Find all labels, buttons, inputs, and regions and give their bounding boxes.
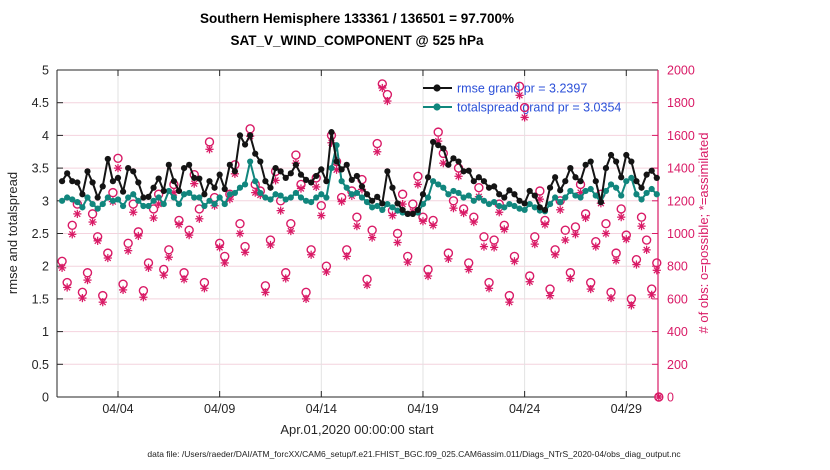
y-right-tick-label: 1800 (667, 96, 695, 110)
y-right-tick-label: 1600 (667, 129, 695, 143)
legend-rmse-marker-icon (433, 84, 441, 92)
y-left-tick-label: 1.5 (32, 292, 49, 306)
x-tick-label: 04/09 (204, 402, 235, 416)
y-left-tick-label: 3.5 (32, 162, 49, 176)
y-left-tick-label: 0 (42, 391, 49, 405)
x-tick-label: 04/24 (509, 402, 540, 416)
y-right-tick-label: 600 (667, 292, 688, 306)
y-right-tick-label: 1400 (667, 162, 695, 176)
obs-scatter-layer (57, 79, 664, 402)
y-left-tick-label: 2 (42, 260, 49, 274)
legend: rmse grand pr = 3.2397 totalspread grand… (423, 82, 621, 115)
legend-spread-marker-icon (433, 103, 441, 111)
rmse-series (58, 129, 660, 217)
y-right-tick-label: 0 (667, 391, 674, 405)
grid-lines (57, 70, 658, 397)
y-right-tick-label: 1200 (667, 194, 695, 208)
totalspread-series (58, 142, 660, 217)
y-right-tick-label: 2000 (667, 64, 695, 78)
y-left-tick-label: 4.5 (32, 96, 49, 110)
x-tick-label: 04/29 (611, 402, 642, 416)
legend-rmse-label: rmse grand pr = 3.2397 (457, 82, 587, 96)
data-file-path: data file: /Users/raeder/DAI/ATM_forcXX/… (147, 449, 681, 459)
x-tick-label: 04/04 (102, 402, 133, 416)
y-right-tick-label: 800 (667, 260, 688, 274)
y-left-tick-label: 3 (42, 194, 49, 208)
x-tick-label: 04/14 (306, 402, 337, 416)
chart-title: Southern Hemisphere 133361 / 136501 = 97… (200, 11, 514, 26)
y-left-tick-label: 1 (42, 325, 49, 339)
chart-subtitle: SAT_V_WIND_COMPONENT @ 525 hPa (231, 33, 484, 48)
y-axis-label-right: # of obs: o=possible; *=assimilated (696, 133, 711, 334)
line-series-layer (58, 129, 660, 217)
assimilated-obs-markers (57, 83, 663, 402)
y-right-tick-label: 200 (667, 358, 688, 372)
x-tick-label: 04/19 (407, 402, 438, 416)
y-left-tick-label: 0.5 (32, 358, 49, 372)
y-right-tick-label: 400 (667, 325, 688, 339)
plot-area: 04/04 04/09 04/14 04/19 04/24 04/29 0 0.5 1 1.5 2 2… (32, 64, 695, 417)
y-left-tick-label: 2.5 (32, 227, 49, 241)
y-axis-label-left: rmse and totalspread (5, 172, 20, 294)
y-right-tick-label: 1000 (667, 227, 695, 241)
y-left-tick-label: 5 (42, 64, 49, 78)
legend-spread-label: totalspread grand pr = 3.0354 (457, 101, 621, 115)
x-axis-label: Apr.01,2020 00:00:00 start (280, 422, 434, 437)
possible-obs-markers (57, 79, 664, 402)
tick-labels: 04/04 04/09 04/14 04/19 04/24 04/29 0 0.5 1 1.5 2 2… (32, 64, 695, 417)
y-left-tick-label: 4 (42, 129, 49, 143)
